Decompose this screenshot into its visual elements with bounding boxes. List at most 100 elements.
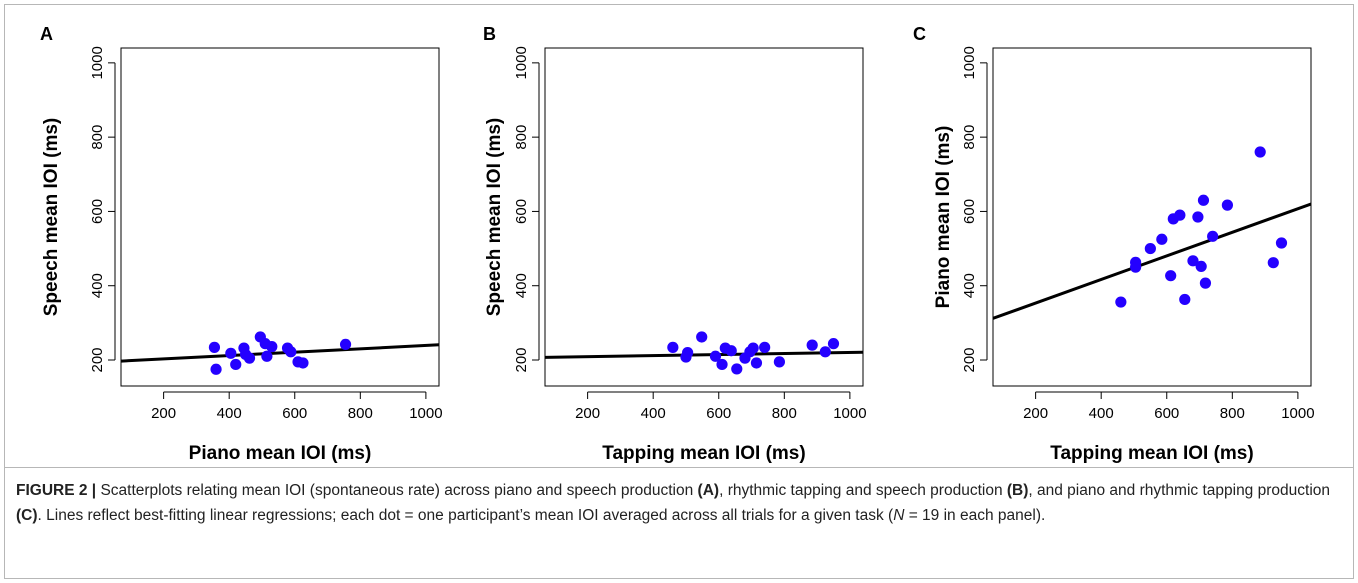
- data-point: [747, 342, 759, 354]
- x-axis: 200 400 600 800 1000: [1023, 391, 1315, 422]
- data-point: [1275, 237, 1288, 249]
- caption-ref-b: (B): [1006, 482, 1029, 499]
- x-tick-label: 800: [772, 405, 797, 422]
- data-point: [1195, 260, 1207, 272]
- x-axis-label: Piano mean IOI (ms): [189, 443, 372, 464]
- panel-b: B 200 400 600 800 1000 200 400 600 800 1000 Tapping…: [483, 24, 867, 464]
- data-point: [1199, 277, 1212, 289]
- caption-text-4: . Lines reflect best-fitting linear regr…: [37, 507, 894, 524]
- data-point: [667, 341, 679, 353]
- panel-letter: C: [913, 24, 926, 44]
- data-point: [1144, 242, 1156, 255]
- y-axis-label: Speech mean IOI (ms): [41, 118, 62, 317]
- y-tick-label: 600: [961, 199, 978, 224]
- y-tick-label: 400: [961, 273, 978, 298]
- data-point: [773, 356, 786, 368]
- data-point: [261, 350, 273, 362]
- y-tick-label: 1000: [961, 46, 978, 79]
- data-point: [696, 331, 708, 343]
- data-point: [339, 338, 352, 350]
- data-point: [1207, 230, 1219, 242]
- x-tick-label: 1000: [409, 405, 442, 422]
- data-point: [731, 363, 743, 375]
- caption-label: FIGURE 2 |: [16, 482, 97, 499]
- y-tick-label: 400: [89, 273, 106, 298]
- y-tick-label: 200: [513, 347, 530, 372]
- data-point: [750, 357, 763, 369]
- panel-letter: A: [40, 24, 53, 44]
- data-point: [806, 339, 818, 351]
- panel-c: C 200 400 600 800 1000 200 400 600 800 1000 Tapping…: [913, 24, 1315, 464]
- caption-n-variable: N: [893, 507, 905, 524]
- data-point: [225, 347, 237, 359]
- scatterplot-figure: A 200 400 600 800 1000 200 400 600 800 1000 Piano m…: [40, 24, 1315, 464]
- caption-divider: [4, 467, 1354, 468]
- y-axis: 200 400 600 800 1000: [961, 46, 988, 373]
- data-point: [266, 341, 278, 353]
- regression-line: [993, 202, 1311, 320]
- data-point: [709, 350, 722, 362]
- plot-box: [120, 47, 440, 387]
- figure-caption: FIGURE 2 | Scatterplots relating mean IO…: [16, 478, 1346, 528]
- caption-text-2: , rhythmic tapping and speech production: [719, 482, 1007, 499]
- data-point: [1179, 293, 1191, 306]
- caption-text-1: Scatterplots relating mean IOI (spontane…: [96, 482, 698, 499]
- data-point: [1221, 199, 1234, 211]
- data-point: [725, 345, 737, 357]
- data-point: [716, 358, 728, 371]
- y-axis: 200 400 600 800 1000: [89, 46, 116, 373]
- x-tick-label: 600: [1154, 405, 1179, 422]
- data-point: [1267, 257, 1279, 269]
- plot-box: [544, 47, 864, 387]
- data-point: [297, 357, 309, 369]
- x-tick-label: 400: [641, 405, 666, 422]
- x-tick-label: 600: [282, 405, 307, 422]
- data-point: [243, 352, 256, 364]
- data-point: [1165, 270, 1177, 282]
- x-axis-label: Tapping mean IOI (ms): [1050, 443, 1253, 464]
- y-tick-label: 1000: [513, 46, 530, 79]
- x-tick-label: 600: [706, 405, 731, 422]
- panel-a: A 200 400 600 800 1000 200 400 600 800 1000 Piano m…: [40, 24, 443, 464]
- x-axis: 200 400 600 800 1000: [575, 391, 867, 422]
- data-point: [1197, 194, 1210, 206]
- caption-text-3: , and piano and rhythmic tapping product…: [1028, 482, 1330, 499]
- y-tick-label: 800: [961, 125, 978, 150]
- y-tick-label: 800: [513, 125, 530, 150]
- x-tick-label: 800: [1220, 405, 1245, 422]
- y-axis-label: Speech mean IOI (ms): [484, 118, 505, 317]
- y-tick-label: 600: [89, 199, 106, 224]
- y-tick-label: 600: [513, 199, 530, 224]
- data-point: [1187, 255, 1199, 267]
- y-tick-label: 200: [961, 347, 978, 372]
- regression-line: [121, 343, 439, 363]
- data-point: [1174, 209, 1186, 221]
- x-tick-label: 200: [575, 405, 600, 422]
- x-tick-label: 800: [348, 405, 373, 422]
- x-tick-label: 1000: [1281, 405, 1314, 422]
- plot-box: [992, 47, 1312, 387]
- data-point: [230, 358, 242, 371]
- x-tick-label: 200: [151, 405, 176, 422]
- x-tick-label: 400: [1089, 405, 1114, 422]
- caption-ref-a: (A): [697, 482, 720, 499]
- data-point: [1192, 211, 1204, 223]
- data-point: [827, 338, 840, 350]
- y-tick-label: 200: [89, 347, 106, 372]
- data-point: [1115, 296, 1127, 308]
- x-axis-label: Tapping mean IOI (ms): [602, 443, 805, 464]
- x-tick-label: 400: [217, 405, 242, 422]
- y-axis-label: Piano mean IOI (ms): [933, 126, 954, 309]
- panel-letter: B: [483, 24, 496, 44]
- data-point: [208, 341, 221, 353]
- data-point: [1156, 233, 1168, 245]
- caption-ref-c: (C): [16, 507, 38, 524]
- y-tick-label: 400: [513, 273, 530, 298]
- x-tick-label: 200: [1023, 405, 1048, 422]
- data-point: [819, 346, 831, 358]
- data-point: [759, 341, 771, 353]
- caption-text-5: = 19 in each panel).: [904, 507, 1046, 524]
- y-tick-label: 1000: [89, 46, 106, 79]
- figure-frame: [4, 4, 1354, 579]
- data-point: [285, 346, 297, 358]
